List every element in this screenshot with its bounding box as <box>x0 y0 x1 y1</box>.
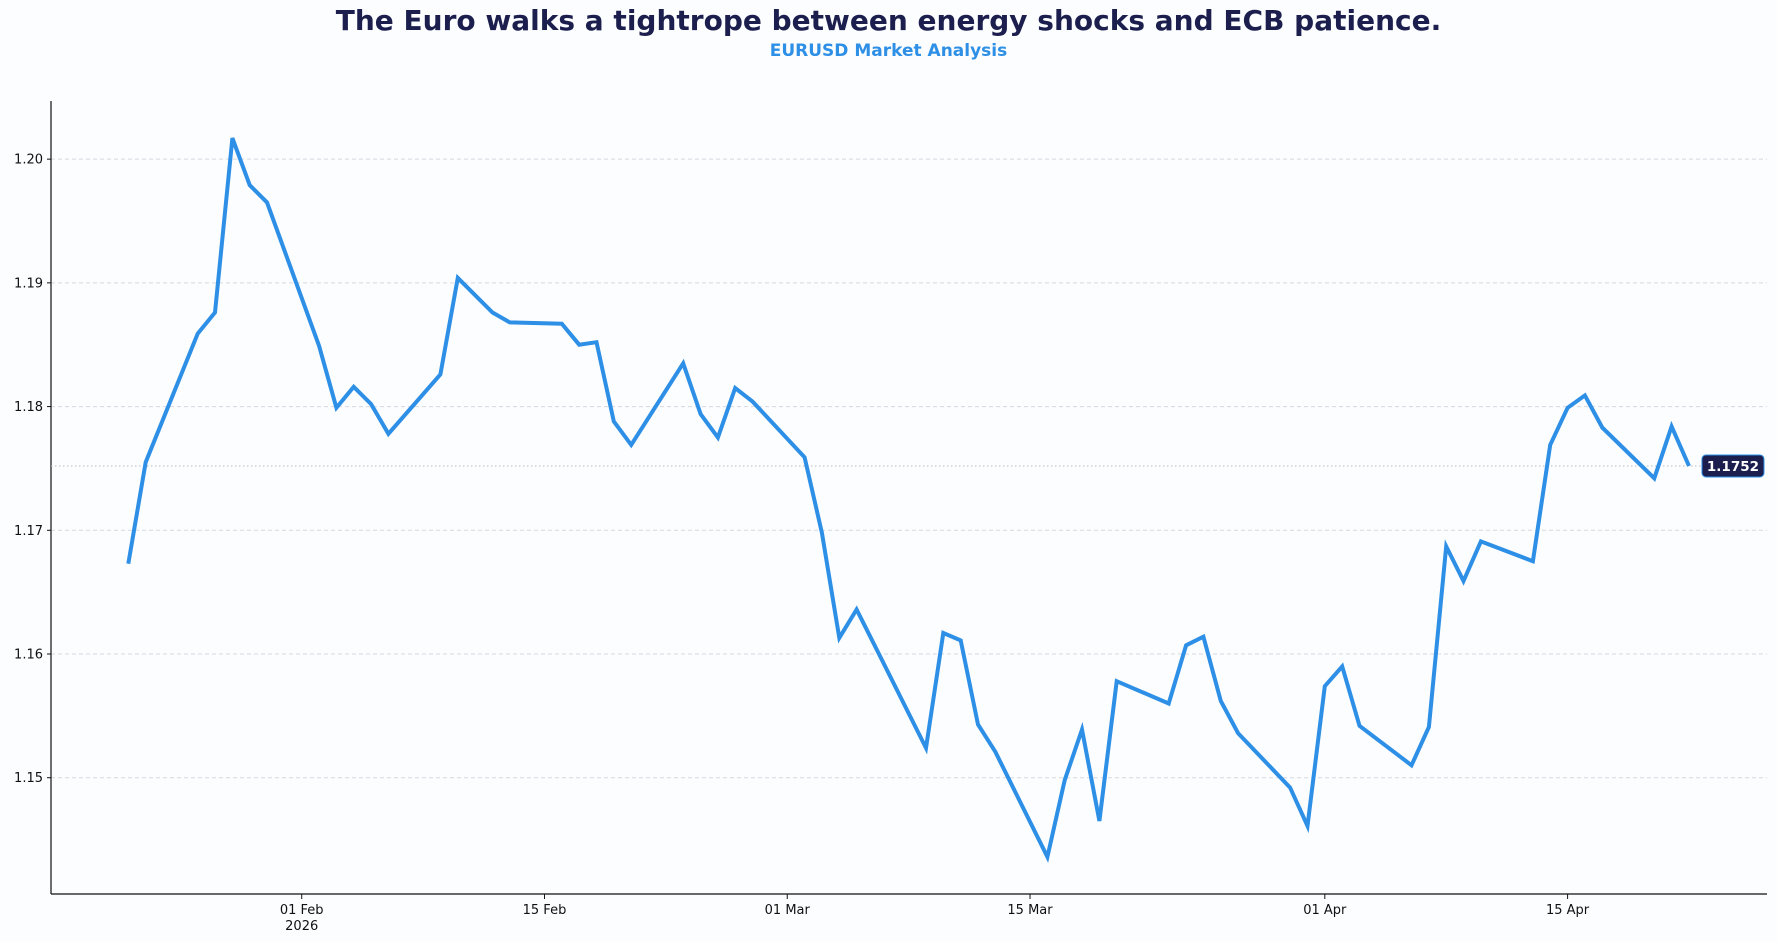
chart-subtitle: EURUSD Market Analysis <box>769 41 1008 61</box>
y-tick-label: 1.15 <box>14 771 43 786</box>
x-tick-label: 01 Mar <box>765 903 811 918</box>
y-tick-label: 1.19 <box>14 276 43 291</box>
y-tick-label: 1.17 <box>14 524 43 539</box>
eurusd-series-line <box>126 137 1691 863</box>
x-tick-label: 15 Feb <box>523 903 567 918</box>
y-tick-label: 1.20 <box>14 153 43 168</box>
chart-title: The Euro walks a tightrope between energ… <box>335 4 1442 37</box>
x-tick-label: 15 Apr <box>1546 903 1590 918</box>
x-tick-year-label: 2026 <box>285 919 318 934</box>
y-tick-label: 1.18 <box>14 400 43 415</box>
x-tick-label: 15 Mar <box>1007 903 1053 918</box>
x-tick-label: 01 Feb <box>280 903 324 918</box>
y-tick-label: 1.16 <box>14 647 43 662</box>
x-tick-label: 01 Apr <box>1303 903 1347 918</box>
last-value-badge <box>1701 454 1765 478</box>
last-value-label: 1.1752 <box>1707 459 1759 475</box>
